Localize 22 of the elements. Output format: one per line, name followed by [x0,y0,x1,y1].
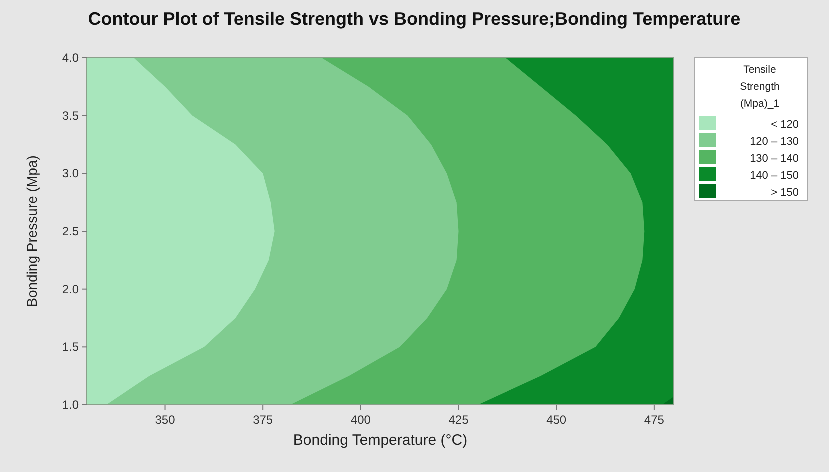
y-tick-label: 1.0 [62,398,80,412]
y-tick-label: 4.0 [62,51,80,65]
x-tick-label: 350 [155,413,176,427]
y-tick-label: 2.5 [62,224,80,238]
chart-title: Contour Plot of Tensile Strength vs Bonding Pressure;Bonding Temperature [88,9,741,29]
text: 130 – 140 [750,153,799,165]
text: < 120 [771,119,799,131]
x-tick-label: 450 [546,413,567,427]
x-tick-label: 425 [448,413,470,427]
text: 140 – 150 [750,170,799,182]
text: 120 – 130 [750,136,799,148]
x-tick-label: 475 [644,413,665,427]
x-axis-title: Bonding Temperature (°C) [293,432,468,449]
y-tick-label: 1.5 [62,340,80,354]
x-tick-label: 400 [350,413,372,427]
x-tick-label: 375 [253,413,274,427]
legend-title: Tensile Strength (Mpa)_1 [740,64,780,110]
y-tick-label: 3.0 [62,166,80,181]
y-tick-label: 2.0 [62,282,80,296]
text: > 150 [771,187,799,199]
y-axis-title: Bonding Pressure (Mpa) [24,156,40,308]
y-tick-label: 3.5 [62,108,80,123]
